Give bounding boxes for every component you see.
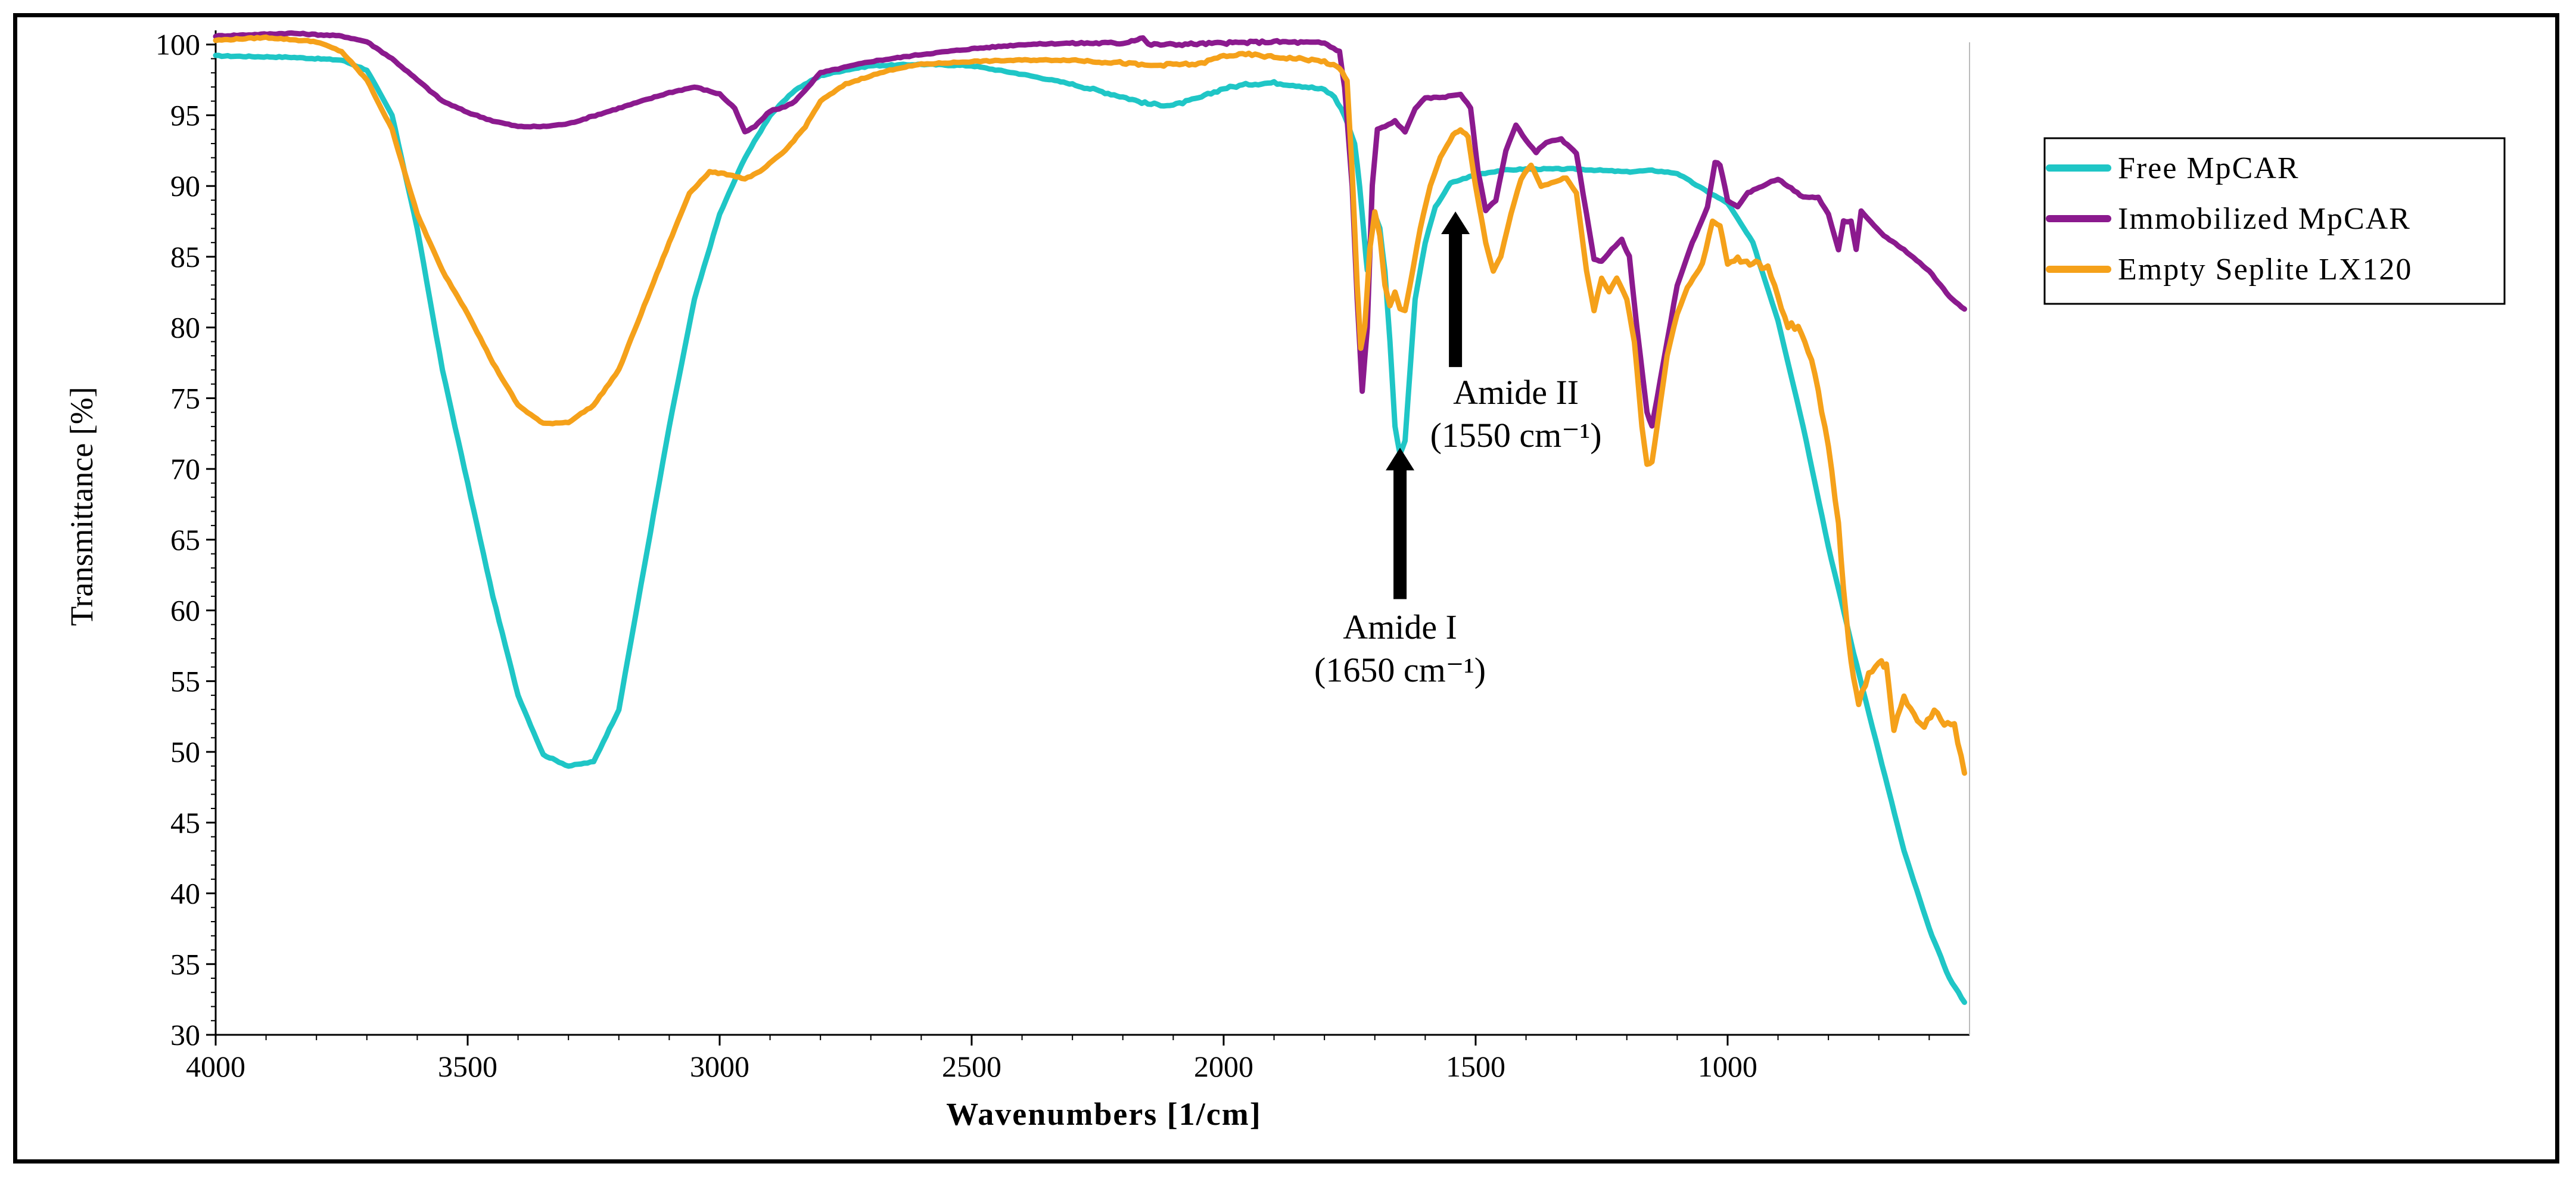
legend-box	[2043, 137, 2506, 305]
legend-label-free-mpcar: Free MpCAR	[2118, 151, 2300, 185]
legend: Free MpCAR Immobilized MpCAR Empty Sepli…	[2043, 137, 2506, 305]
y-tick-label-60: 60	[170, 594, 200, 627]
y-tick-label-55: 55	[170, 664, 200, 698]
y-tick-label-100: 100	[155, 28, 200, 61]
y-tick-label-45: 45	[170, 806, 200, 839]
y-tick-label-30: 30	[170, 1018, 200, 1052]
y-tick-label-50: 50	[170, 735, 200, 769]
x-tick-label-3000: 3000	[690, 1050, 749, 1083]
x-axis: 4000 3500 3000 2500 2000 1500 1000	[186, 42, 1970, 1083]
figure-frame	[13, 13, 2559, 1164]
x-tick-label-3500: 3500	[438, 1050, 497, 1083]
y-tick-label-95: 95	[170, 98, 200, 132]
y-tick-label-35: 35	[170, 947, 200, 981]
y-tick-label-80: 80	[170, 311, 200, 344]
x-axis-title: Wavenumbers [1/cm]	[946, 1096, 1261, 1132]
x-tick-label-4000: 4000	[186, 1050, 245, 1083]
series-lines	[213, 30, 1967, 1005]
y-axis: 30 35 40 45 50 55 60 65 70 75 80 85 90 95 100	[155, 28, 217, 1052]
legend-entry-immobilized-mpcar: Immobilized MpCAR	[2046, 202, 2411, 236]
legend-label-empty-seplite: Empty Seplite LX120	[2118, 253, 2412, 287]
amide-ii-wavenumber-label: (1550 cm⁻¹)	[1430, 416, 1602, 455]
amide-i-label: Amide I	[1343, 608, 1457, 646]
amide-i-arrow-head	[1386, 447, 1415, 471]
y-axis-title: Transmittance [%]	[64, 387, 99, 626]
series-line-immobilized-mpcar	[213, 30, 1967, 429]
x-tick-label-1500: 1500	[1446, 1050, 1505, 1083]
y-tick-label-85: 85	[170, 240, 200, 273]
x-tick-label-2500: 2500	[942, 1050, 1001, 1083]
legend-entry-free-mpcar: Free MpCAR	[2046, 151, 2300, 185]
series-line-empty-seplite-lx120	[213, 34, 1967, 776]
x-tick-label-1000: 1000	[1698, 1050, 1757, 1083]
y-tick-label-90: 90	[170, 169, 200, 203]
amide-ii-arrow-head	[1441, 211, 1470, 234]
y-tick-label-70: 70	[170, 452, 200, 486]
x-tick-label-2000: 2000	[1194, 1050, 1253, 1083]
plot-area: 30 35 40 45 50 55 60 65 70 75 80 85 90 95 100 4000 3500…	[155, 28, 1970, 1083]
amide-i-wavenumber-label: (1650 cm⁻¹)	[1314, 651, 1486, 689]
legend-entry-empty-seplite: Empty Seplite LX120	[2046, 253, 2412, 287]
series-line-free-mpcar	[213, 52, 1967, 1005]
legend-label-immobilized-mpcar: Immobilized MpCAR	[2118, 202, 2411, 236]
y-tick-label-65: 65	[170, 523, 200, 556]
y-tick-label-75: 75	[170, 381, 200, 415]
y-tick-label-40: 40	[170, 877, 200, 910]
amide-ii-label: Amide II	[1453, 373, 1579, 412]
annotations: Amide I (1650 cm⁻¹) Amide II (1550 cm⁻¹)	[1314, 211, 1602, 689]
